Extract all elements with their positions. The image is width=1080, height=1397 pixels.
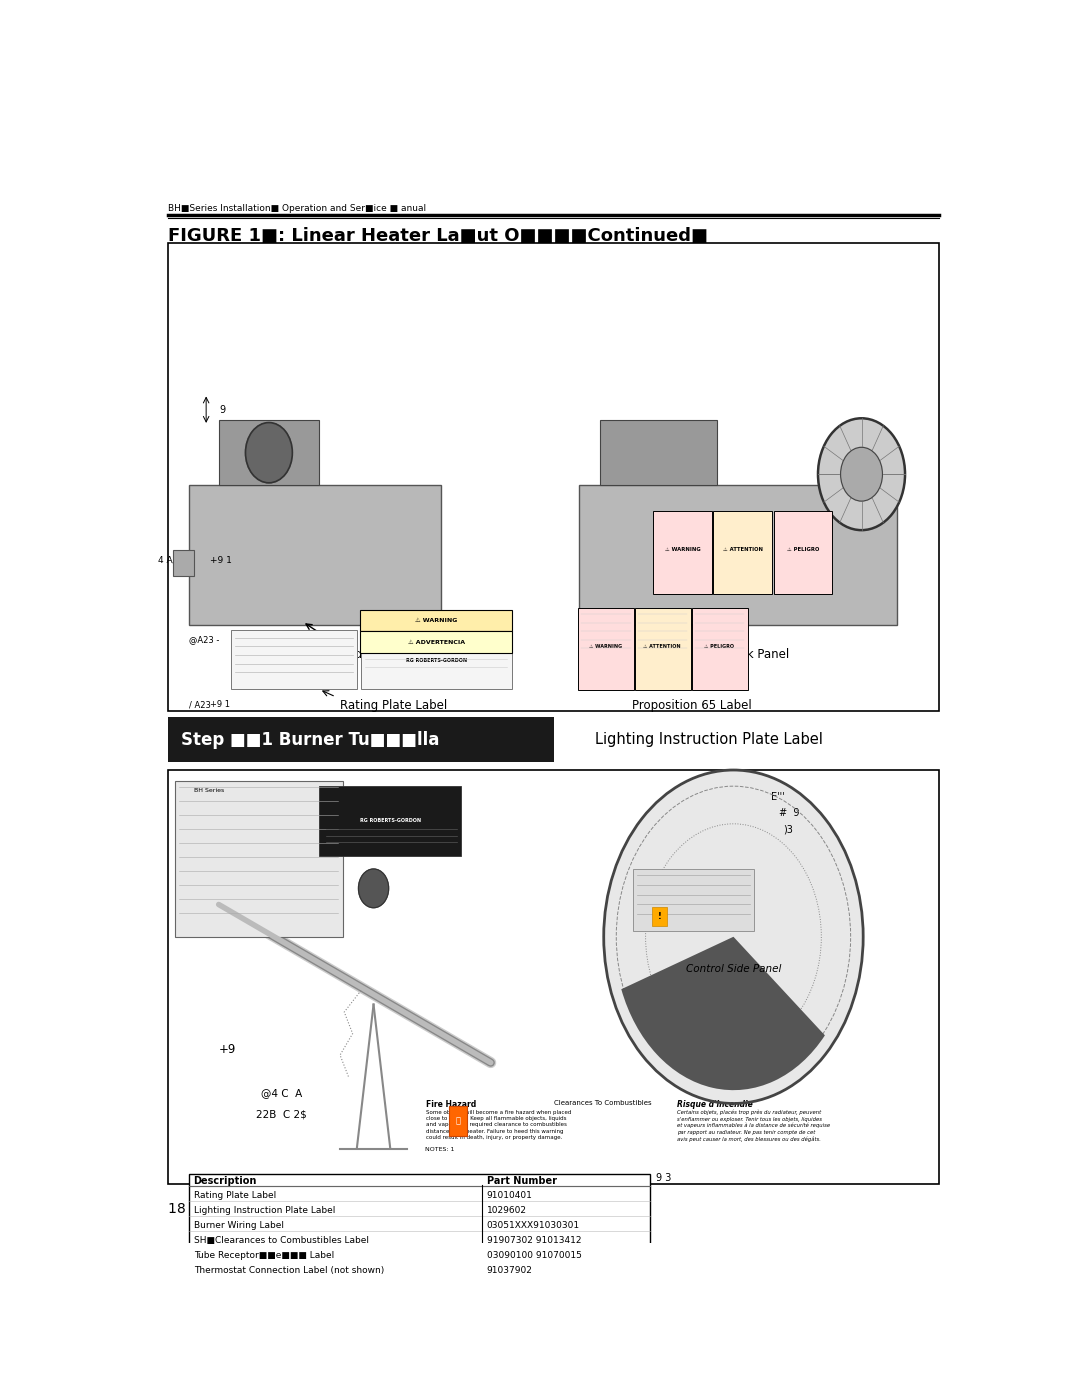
Text: !: ! bbox=[658, 912, 662, 921]
Text: 03051XXX91030301: 03051XXX91030301 bbox=[486, 1221, 580, 1229]
FancyBboxPatch shape bbox=[653, 511, 712, 594]
FancyBboxPatch shape bbox=[579, 485, 896, 624]
FancyBboxPatch shape bbox=[175, 781, 342, 937]
Text: BH■Series Installation■ Operation and Ser■ice ■ anual: BH■Series Installation■ Operation and Se… bbox=[168, 204, 427, 214]
Text: 1029602: 1029602 bbox=[486, 1206, 527, 1215]
Text: BH Series: BH Series bbox=[193, 788, 224, 793]
Text: / A23: / A23 bbox=[189, 700, 212, 710]
Text: +9 1: +9 1 bbox=[211, 700, 230, 710]
Text: )3: )3 bbox=[784, 824, 794, 834]
FancyBboxPatch shape bbox=[173, 549, 193, 577]
Text: 91010401: 91010401 bbox=[486, 1190, 532, 1200]
FancyBboxPatch shape bbox=[360, 609, 513, 631]
Text: Risque d'incendie: Risque d'incendie bbox=[677, 1101, 753, 1109]
Text: FIGURE 1■: Linear Heater La■ut O■■■■Continued■: FIGURE 1■: Linear Heater La■ut O■■■■Cont… bbox=[168, 226, 708, 244]
Text: Side Panel: Side Panel bbox=[345, 648, 405, 661]
Text: 9: 9 bbox=[220, 405, 226, 415]
Text: ⚠ ADVERTENCIA: ⚠ ADVERTENCIA bbox=[408, 640, 464, 644]
FancyBboxPatch shape bbox=[189, 485, 441, 624]
Wedge shape bbox=[621, 937, 825, 1090]
Text: ⚠ WARNING: ⚠ WARNING bbox=[415, 617, 458, 623]
Text: Thermostat Connection Label (not shown): Thermostat Connection Label (not shown) bbox=[193, 1266, 383, 1275]
FancyBboxPatch shape bbox=[361, 630, 512, 689]
FancyBboxPatch shape bbox=[168, 770, 939, 1185]
Text: Rating Plate Label: Rating Plate Label bbox=[193, 1190, 275, 1200]
Text: 18 of 59: 18 of 59 bbox=[168, 1203, 226, 1217]
FancyBboxPatch shape bbox=[599, 420, 717, 485]
Text: ⚠ WARNING: ⚠ WARNING bbox=[589, 644, 622, 648]
Text: Proposition 65 Label: Proposition 65 Label bbox=[632, 698, 752, 712]
Text: SH■Clearances to Combustibles Label: SH■Clearances to Combustibles Label bbox=[193, 1236, 368, 1245]
FancyBboxPatch shape bbox=[652, 907, 667, 926]
Text: Rating Plate Label: Rating Plate Label bbox=[340, 698, 447, 712]
FancyBboxPatch shape bbox=[714, 511, 772, 594]
Text: Lighting Instruction Plate Label: Lighting Instruction Plate Label bbox=[595, 732, 823, 747]
Text: +9: +9 bbox=[218, 1044, 237, 1056]
Text: Some objects will become a fire hazard when placed
close to heater. Keep all fla: Some objects will become a fire hazard w… bbox=[427, 1111, 571, 1140]
Text: E''': E''' bbox=[771, 792, 785, 802]
Text: Control Side Panel: Control Side Panel bbox=[686, 964, 781, 974]
Text: Fire Hazard: Fire Hazard bbox=[427, 1101, 476, 1109]
Text: 91907302 91013412: 91907302 91013412 bbox=[486, 1236, 581, 1245]
Text: RG ROBERTS-GORDON: RG ROBERTS-GORDON bbox=[360, 819, 421, 823]
FancyBboxPatch shape bbox=[635, 608, 691, 690]
Text: ⚠ ATTENTION: ⚠ ATTENTION bbox=[723, 548, 762, 552]
FancyBboxPatch shape bbox=[218, 420, 320, 485]
Text: Step ■■1 Burner Tu■■■lla: Step ■■1 Burner Tu■■■lla bbox=[181, 731, 440, 749]
FancyBboxPatch shape bbox=[168, 243, 939, 711]
FancyBboxPatch shape bbox=[773, 511, 833, 594]
Circle shape bbox=[840, 447, 882, 502]
Text: ⚠ WARNING: ⚠ WARNING bbox=[664, 548, 700, 552]
Text: Burner Wiring Label: Burner Wiring Label bbox=[193, 1221, 284, 1229]
Text: Clearances To Combustibles: Clearances To Combustibles bbox=[554, 1101, 651, 1106]
Circle shape bbox=[818, 418, 905, 529]
FancyBboxPatch shape bbox=[360, 631, 513, 652]
Text: ⚠ PELIGRO: ⚠ PELIGRO bbox=[786, 548, 819, 552]
Text: 03090100 91070015: 03090100 91070015 bbox=[486, 1252, 581, 1260]
Text: @A23 -: @A23 - bbox=[189, 636, 220, 644]
Text: NOTES: 1: NOTES: 1 bbox=[424, 1147, 454, 1151]
Text: Tube Receptor■■e■■■ Label: Tube Receptor■■e■■■ Label bbox=[193, 1252, 334, 1260]
Text: RG ROBERTS-GORDON: RG ROBERTS-GORDON bbox=[406, 658, 467, 662]
Circle shape bbox=[359, 869, 389, 908]
FancyBboxPatch shape bbox=[168, 717, 554, 763]
Text: ⚠ PELIGRO: ⚠ PELIGRO bbox=[704, 644, 734, 648]
FancyBboxPatch shape bbox=[578, 608, 634, 690]
Text: 91037902: 91037902 bbox=[486, 1266, 532, 1275]
Text: 4 A/3: 4 A/3 bbox=[158, 556, 181, 564]
Text: ⚠ ATTENTION: ⚠ ATTENTION bbox=[644, 644, 681, 648]
Circle shape bbox=[604, 770, 863, 1104]
Text: 🔥: 🔥 bbox=[456, 1116, 460, 1125]
Text: 9 3: 9 3 bbox=[656, 1173, 671, 1183]
Text: @4 C  A: @4 C A bbox=[261, 1088, 302, 1098]
Text: +9 1: +9 1 bbox=[211, 556, 232, 564]
Text: 22B  C 2$: 22B C 2$ bbox=[256, 1109, 307, 1119]
FancyBboxPatch shape bbox=[691, 608, 747, 690]
Text: Description: Description bbox=[193, 1175, 257, 1186]
FancyBboxPatch shape bbox=[189, 1175, 650, 1281]
Text: Part Number: Part Number bbox=[486, 1175, 556, 1186]
FancyBboxPatch shape bbox=[449, 1105, 468, 1136]
FancyBboxPatch shape bbox=[633, 869, 754, 932]
Circle shape bbox=[245, 422, 293, 483]
Text: Lighting Instruction Plate Label: Lighting Instruction Plate Label bbox=[193, 1206, 335, 1215]
Text: Certains objets, placés trop près du radiateur, peuvent
s'enflammer ou exploser.: Certains objets, placés trop près du rad… bbox=[677, 1111, 831, 1141]
Text: Back Panel: Back Panel bbox=[725, 648, 789, 661]
FancyBboxPatch shape bbox=[231, 630, 356, 689]
FancyBboxPatch shape bbox=[320, 787, 461, 856]
Text: #  9: # 9 bbox=[780, 807, 800, 819]
